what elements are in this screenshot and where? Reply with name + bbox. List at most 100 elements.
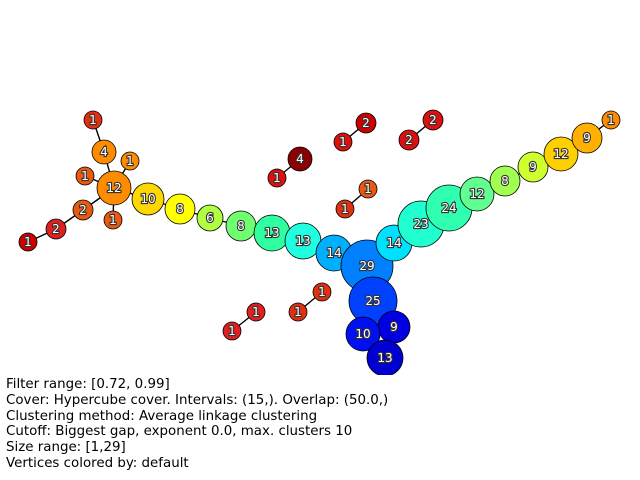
graph-node: 25 — [348, 276, 398, 326]
node-circle — [459, 176, 495, 212]
node-size-label: 2 — [405, 133, 413, 147]
cutoff-text: Cutoff: Biggest gap, exponent 0.0, max. … — [6, 424, 353, 440]
graph-node: 1 — [358, 179, 378, 199]
graph-node: 1 — [120, 151, 140, 171]
graph-node: 12 — [96, 170, 132, 206]
graph-node: 1 — [75, 166, 95, 186]
node-circle — [517, 151, 549, 183]
graph-node: 12 — [543, 136, 579, 172]
graph-node: 9 — [571, 122, 603, 154]
node-circle — [601, 110, 621, 130]
graph-node: 8 — [225, 210, 257, 242]
graph-node: 13 — [366, 339, 404, 375]
node-circle — [131, 182, 165, 216]
node-size-label: 25 — [365, 294, 380, 308]
graph-node: 1 — [333, 132, 353, 152]
node-size-label: 14 — [386, 236, 401, 250]
cover-text: Cover: Hypercube cover. Intervals: (15,)… — [6, 392, 389, 408]
node-circle — [75, 166, 95, 186]
node-circle — [288, 302, 308, 322]
graph-node: 1 — [335, 199, 355, 219]
graph-node: 1 — [18, 232, 38, 252]
node-size-label: 1 — [89, 113, 97, 127]
graph-node: 4 — [91, 139, 117, 165]
node-circle — [246, 302, 266, 322]
node-circle — [287, 146, 313, 172]
node-circle — [355, 112, 377, 134]
node-size-label: 23 — [413, 217, 428, 231]
node-size-label: 1 — [273, 171, 281, 185]
node-size-label: 29 — [359, 259, 374, 273]
node-size-label: 1 — [252, 305, 260, 319]
node-size-label: 1 — [607, 113, 615, 127]
node-size-label: 2 — [362, 116, 370, 130]
node-circle — [335, 199, 355, 219]
node-size-label: 1 — [228, 324, 236, 338]
node-circle — [422, 109, 444, 131]
node-size-label: 1 — [24, 235, 32, 249]
node-size-label: 8 — [176, 202, 184, 216]
node-circle — [45, 218, 67, 240]
node-circle — [196, 204, 224, 232]
graph-node: 4 — [287, 146, 313, 172]
colored-by-text: Vertices colored by: default — [6, 455, 189, 471]
node-size-label: 12 — [469, 187, 484, 201]
node-size-label: 2 — [79, 203, 87, 217]
node-circle — [103, 210, 123, 230]
node-size-label: 13 — [377, 351, 392, 365]
node-size-label: 13 — [295, 234, 310, 248]
graph-node: 1 — [246, 302, 266, 322]
node-size-label: 9 — [390, 320, 398, 334]
parameter-info: Filter range: [0.72, 0.99] Cover: Hyperc… — [6, 377, 388, 472]
graph-node: 2 — [422, 109, 444, 131]
clustering-text: Clustering method: Average linkage clust… — [6, 408, 318, 424]
graph-node: 13 — [253, 214, 291, 252]
node-size-label: 10 — [355, 327, 370, 341]
node-circle — [333, 132, 353, 152]
node-size-label: 1 — [81, 169, 89, 183]
graph-node: 1 — [288, 302, 308, 322]
node-size-label: 1 — [341, 202, 349, 216]
node-size-label: 10 — [140, 192, 155, 206]
node-size-label: 14 — [326, 246, 341, 260]
graph-node: 12 — [459, 176, 495, 212]
graph-node: 1 — [312, 282, 332, 302]
node-size-label: 2 — [429, 113, 437, 127]
graph-node: 1 — [267, 168, 287, 188]
node-circle — [543, 136, 579, 172]
graph-node: 2 — [45, 218, 67, 240]
node-circle — [91, 139, 117, 165]
node-size-label: 13 — [264, 226, 279, 240]
node-circle — [398, 129, 420, 151]
node-circle — [358, 179, 378, 199]
node-size-label: 1 — [318, 285, 326, 299]
node-size-label: 24 — [441, 201, 456, 215]
node-circle — [312, 282, 332, 302]
node-size-label: 8 — [501, 174, 509, 188]
node-size-label: 1 — [339, 135, 347, 149]
node-circle — [164, 193, 196, 225]
graph-node: 1 — [83, 110, 103, 130]
node-circle — [18, 232, 38, 252]
graph-node: 6 — [196, 204, 224, 232]
node-size-label: 1 — [109, 213, 117, 227]
filter-range-text: Filter range: [0.72, 0.99] — [6, 377, 170, 392]
graph-node: 1 — [601, 110, 621, 130]
node-size-label: 8 — [237, 219, 245, 233]
node-circle — [83, 110, 103, 130]
graph-node: 2 — [398, 129, 420, 151]
graph-node: 2 — [72, 199, 94, 221]
node-size-label: 9 — [529, 160, 537, 174]
node-size-label: 6 — [206, 211, 214, 225]
graph-node: 13 — [284, 222, 322, 260]
node-size-label: 1 — [294, 305, 302, 319]
graph-node: 2 — [355, 112, 377, 134]
graph-node: 1 — [222, 321, 242, 341]
graph-node: 1 — [103, 210, 123, 230]
node-size-label: 4 — [296, 152, 304, 166]
node-circle — [267, 168, 287, 188]
node-size-label: 4 — [100, 145, 108, 159]
node-size-label: 1 — [364, 182, 372, 196]
node-circle — [72, 199, 94, 221]
